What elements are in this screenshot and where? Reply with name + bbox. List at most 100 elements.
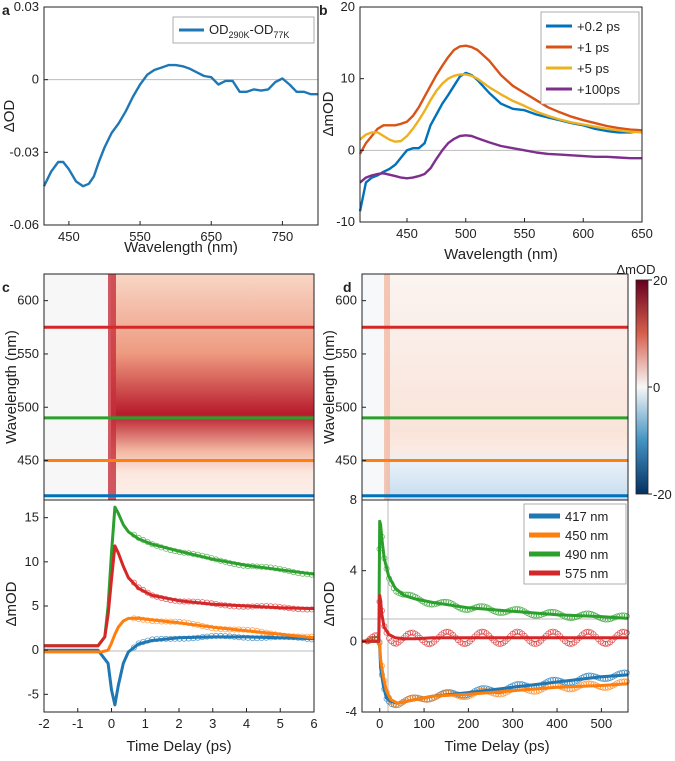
series-line-100ps [359, 134, 642, 184]
xtick-label: 100 [413, 716, 435, 731]
panel-d-ylabel: Wavelength (nm) [321, 330, 338, 444]
fit-line-450-nm [44, 616, 315, 654]
xtick-label: 450 [58, 229, 80, 244]
fit-line-575-nm [362, 593, 628, 643]
legend-entry-100ps: +100ps [577, 82, 621, 97]
data-point-575-nm [390, 640, 397, 647]
series-line-1-ps [358, 44, 643, 155]
ytick-label: 0.03 [14, 0, 39, 14]
panel-label-b: b [319, 2, 328, 18]
xtick-label: 500 [455, 226, 477, 241]
xtick-label: 750 [272, 229, 294, 244]
panel-dk-legend: 417 nm 450 nm 490 nm 575 nm [523, 503, 627, 585]
panel-b-legend: +0.2 ps +1 ps +5 ps +100ps [540, 11, 640, 105]
panel-a-ylabel: ΔOD [1, 100, 18, 133]
legend-entry-575-nm: 575 nm [565, 566, 608, 581]
fit-line-417-nm [44, 635, 315, 707]
ytick-label: 5 [32, 598, 39, 613]
ytick-label: -0.03 [9, 144, 39, 159]
ytick-label: 550 [335, 346, 357, 361]
xtick-label: 600 [572, 226, 594, 241]
legend-entry-417-nm: 417 nm [565, 509, 608, 524]
data-point-575-nm [424, 640, 431, 647]
xtick-label: 650 [200, 229, 222, 244]
colorbar-tick-label: 0 [653, 380, 660, 395]
ytick-label: 600 [335, 293, 357, 308]
heatmap-c-signal [111, 274, 314, 500]
xtick-label: -1 [72, 716, 84, 731]
xtick-label: 6 [310, 716, 317, 731]
panel-dk-frame [361, 499, 629, 713]
colorbar-tick-label: 20 [653, 273, 667, 288]
xtick-label: 650 [631, 226, 653, 241]
panel-b-ylabel: ΔmOD [320, 91, 337, 136]
data-point-417-nm [130, 644, 137, 651]
ytick-label: -10 [336, 214, 355, 229]
panel-b-frame [359, 6, 643, 223]
panel-label-a: a [2, 2, 10, 18]
legend-entry-0-2-ps: +0.2 ps [577, 19, 621, 34]
panel-a-legend: OD290K-OD77K [172, 16, 315, 44]
fit-line-490-nm [362, 519, 629, 643]
ytick-label: 0 [32, 642, 39, 657]
legend-entry-5-ps: +5 ps [577, 61, 610, 76]
panel-d-heatmap: 450 500 550 600 Wavelength (nm) [321, 273, 629, 501]
heatmap-d-timezero [384, 274, 390, 500]
panel-d-kinetics: 0 100 200 300 400 500 -4 0 4 8 Time Delay (ps) Δm… [321, 492, 630, 755]
panel-c-heatmap: 450 500 550 600 Wavelength (nm) [3, 273, 315, 501]
fit-line-575-nm [44, 544, 315, 648]
ytick-label: 550 [17, 346, 39, 361]
panel-c-ylabel: Wavelength (nm) [3, 330, 20, 444]
heatmap-c-timezero [108, 274, 116, 500]
panel-label-c: c [2, 279, 10, 295]
xtick-label: -2 [38, 716, 50, 731]
xtick-label: 1 [142, 716, 149, 731]
legend-entry-490-nm: 490 nm [565, 547, 608, 562]
xtick-label: 300 [502, 716, 524, 731]
ytick-label: 450 [17, 453, 39, 468]
xtick-label: 0 [108, 716, 115, 731]
legend-entry-od-diff: OD290K-OD77K [209, 22, 289, 40]
ytick-label: 0 [348, 142, 355, 157]
ytick-label: 10 [341, 71, 355, 86]
ytick-label: 4 [350, 563, 357, 578]
panel-ck-xlabel: Time Delay (ps) [126, 738, 231, 755]
panel-label-d: d [343, 279, 352, 295]
legend-entry-450-nm: 450 nm [565, 528, 608, 543]
xtick-label: 500 [591, 716, 613, 731]
xtick-label: 4 [243, 716, 250, 731]
xtick-label: 2 [175, 716, 182, 731]
ytick-label: 20 [341, 0, 355, 14]
ytick-label: 15 [25, 510, 39, 525]
data-point-575-nm [426, 641, 433, 648]
ytick-label: -0.06 [9, 217, 39, 232]
panel-b-xlabel: Wavelength (nm) [444, 246, 558, 263]
panel-ck-ylabel: ΔmOD [3, 581, 20, 626]
panel-a-spectrum: 450 550 650 750 -0.06 -0.03 0 0.03 Wavelength (… [1, 0, 319, 256]
colorbar-label: ΔmOD [616, 262, 655, 277]
colorbar: ΔmOD 20 0 -20 [616, 262, 671, 502]
ytick-label: 450 [335, 453, 357, 468]
xtick-label: 550 [514, 226, 536, 241]
ytick-label: 0 [32, 72, 39, 87]
xtick-label: 0 [376, 716, 383, 731]
series-line-5-ps [359, 73, 643, 143]
xtick-label: 5 [277, 716, 284, 731]
ytick-label: 0 [350, 633, 357, 648]
fit-line-450-nm [362, 639, 629, 705]
ytick-label: 10 [25, 554, 39, 569]
panel-a-xlabel: Wavelength (nm) [124, 239, 238, 256]
panel-a-frame [43, 6, 319, 226]
xtick-label: 3 [209, 716, 216, 731]
data-point-575-nm [623, 629, 630, 636]
colorbar-tick-label: -20 [653, 487, 672, 502]
ytick-label: 500 [335, 399, 357, 414]
panel-c-kinetics: -2 -1 0 1 2 3 4 5 6 -5 0 5 10 15 Time Delay (ps) ΔmOD [3, 499, 318, 755]
fit-line-490-nm [44, 505, 315, 648]
xtick-label: 400 [546, 716, 568, 731]
ytick-label: -4 [345, 704, 357, 719]
xtick-label: 200 [458, 716, 480, 731]
ytick-label: -5 [27, 686, 39, 701]
